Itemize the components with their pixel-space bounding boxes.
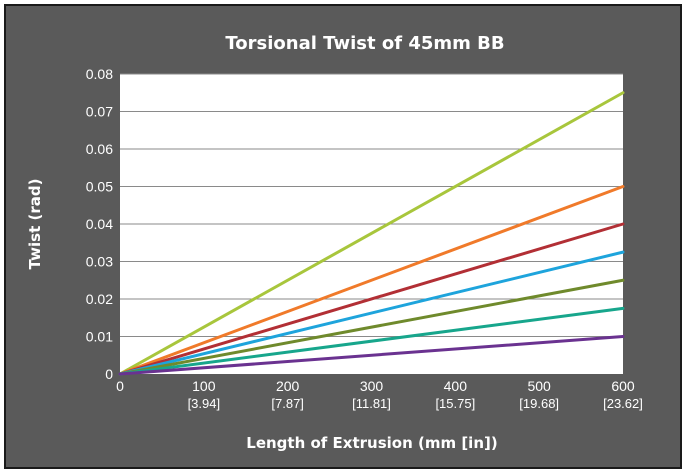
- x-tick-label: 400: [444, 378, 468, 394]
- x-tick-sublabel: [19.68]: [519, 396, 559, 411]
- x-tick-label: 300: [360, 378, 384, 394]
- x-tick-sublabel: [7.87]: [271, 396, 304, 411]
- series-line-4: [118, 250, 625, 376]
- y-tick-label: 0.02: [86, 291, 113, 307]
- series-line-7: [118, 335, 625, 376]
- y-tick-label: 0.08: [86, 66, 113, 82]
- x-tick-label: 600: [611, 378, 635, 394]
- x-tick-label: 0: [116, 378, 124, 394]
- y-tick-label: 0: [105, 366, 113, 382]
- series-lines: [118, 91, 625, 376]
- y-tick-label: 0.07: [86, 104, 113, 120]
- chart-frame: Torsional Twist of 45mm BB 0 0.01 0.02 0.03…: [4, 4, 682, 469]
- x-tick-label: 200: [276, 378, 300, 394]
- x-axis-label: Length of Extrusion (mm [in]): [246, 434, 497, 452]
- y-tick-label: 0.06: [86, 141, 113, 157]
- y-tick-label: 0.03: [86, 254, 113, 270]
- x-tick-label: 500: [527, 378, 551, 394]
- y-tick-label: 0.04: [86, 216, 113, 232]
- series-line-6: [118, 306, 625, 376]
- chart-svg: Torsional Twist of 45mm BB 0 0.01 0.02 0.03…: [26, 33, 643, 452]
- x-tick-sublabel: [3.94]: [188, 396, 221, 411]
- x-tick-sublabel: [23.62]: [603, 396, 643, 411]
- y-tick-label: 0.05: [86, 179, 113, 195]
- chart-title: Torsional Twist of 45mm BB: [225, 33, 504, 54]
- y-tick-label: 0.01: [86, 329, 113, 345]
- x-tick-label: 100: [192, 378, 216, 394]
- x-tick-sublabel: [11.81]: [352, 396, 391, 411]
- series-line-2: [118, 185, 625, 376]
- x-axis-ticks: 0 100 [3.94] 200 [7.87] 300 [11.81] 400 [15.75] 5…: [116, 378, 643, 411]
- series-line-5: [118, 278, 625, 376]
- y-axis-ticks: 0 0.01 0.02 0.03 0.04 0.05 0.06 0.07 0.08: [86, 66, 113, 382]
- series-line-1: [118, 91, 625, 376]
- x-tick-sublabel: [15.75]: [435, 396, 475, 411]
- series-line-3: [118, 222, 625, 376]
- y-axis-label: Twist (rad): [26, 179, 44, 270]
